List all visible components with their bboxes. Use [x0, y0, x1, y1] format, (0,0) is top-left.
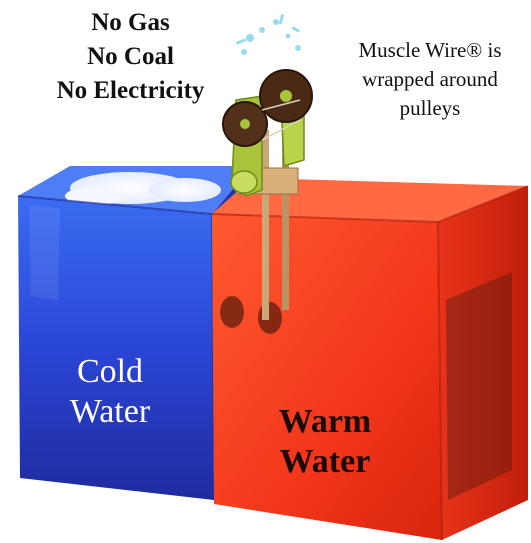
headline: No Gas No Coal No Electricity — [28, 6, 233, 108]
warm-water-label: Warm Water — [240, 402, 410, 482]
caption-line-3: pulleys — [399, 96, 461, 120]
caption-line-2: wrapped around — [362, 67, 498, 91]
muscle-wire-caption: Muscle Wire® is wrapped around pulleys — [330, 36, 530, 123]
warm-label-line-2: Water — [279, 443, 371, 480]
headline-line-1: No Gas — [91, 9, 170, 36]
caption-line-1: Muscle Wire® is — [358, 38, 502, 62]
cold-label-line-2: Water — [69, 393, 151, 430]
cold-label-line-1: Cold — [76, 353, 144, 390]
cold-water-label: Cold Water — [30, 352, 190, 432]
headline-line-3: No Electricity — [56, 77, 205, 104]
warm-water-tank — [211, 178, 529, 541]
headline-line-2: No Coal — [87, 43, 174, 70]
warm-label-line-1: Warm — [278, 403, 372, 440]
steam-splash — [235, 13, 301, 55]
muscle-wire-engine — [222, 69, 313, 320]
